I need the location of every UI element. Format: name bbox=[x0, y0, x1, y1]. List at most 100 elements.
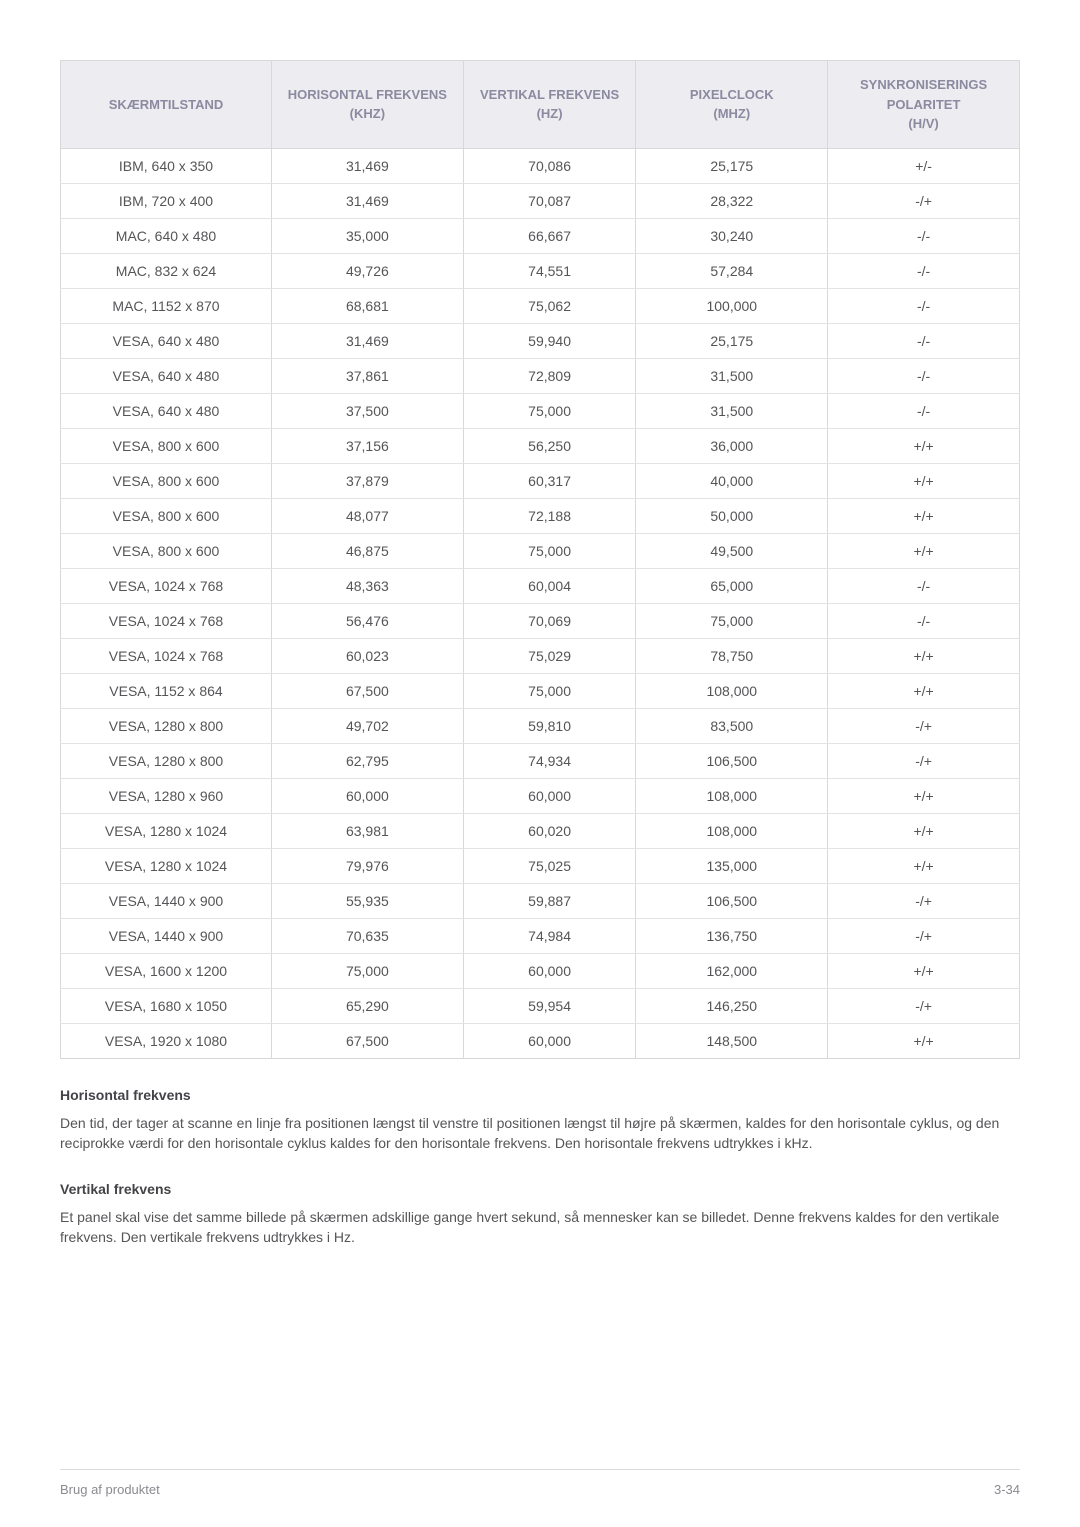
table-row: VESA, 1280 x 80049,70259,81083,500-/+ bbox=[61, 708, 1020, 743]
table-cell: +/+ bbox=[828, 498, 1020, 533]
table-cell: 31,469 bbox=[271, 183, 463, 218]
table-cell: -/+ bbox=[828, 708, 1020, 743]
col-header: PIXELCLOCK(MHZ) bbox=[636, 61, 828, 149]
table-row: VESA, 1280 x 96060,00060,000108,000+/+ bbox=[61, 778, 1020, 813]
table-cell: +/+ bbox=[828, 673, 1020, 708]
table-row: VESA, 1280 x 80062,79574,934106,500-/+ bbox=[61, 743, 1020, 778]
table-cell: -/- bbox=[828, 288, 1020, 323]
table-cell: 70,635 bbox=[271, 918, 463, 953]
table-cell: VESA, 1280 x 800 bbox=[61, 743, 272, 778]
table-cell: 56,250 bbox=[463, 428, 636, 463]
table-cell: 136,750 bbox=[636, 918, 828, 953]
table-cell: -/- bbox=[828, 253, 1020, 288]
table-row: VESA, 1680 x 105065,29059,954146,250-/+ bbox=[61, 988, 1020, 1023]
table-cell: VESA, 1152 x 864 bbox=[61, 673, 272, 708]
table-cell: 37,156 bbox=[271, 428, 463, 463]
table-cell: 79,976 bbox=[271, 848, 463, 883]
table-cell: 49,500 bbox=[636, 533, 828, 568]
table-cell: VESA, 1024 x 768 bbox=[61, 568, 272, 603]
table-row: VESA, 1024 x 76860,02375,02978,750+/+ bbox=[61, 638, 1020, 673]
table-cell: 31,500 bbox=[636, 358, 828, 393]
table-cell: 135,000 bbox=[636, 848, 828, 883]
table-cell: VESA, 1440 x 900 bbox=[61, 883, 272, 918]
table-cell: VESA, 640 x 480 bbox=[61, 358, 272, 393]
table-cell: -/- bbox=[828, 393, 1020, 428]
table-cell: -/+ bbox=[828, 183, 1020, 218]
table-row: VESA, 1600 x 120075,00060,000162,000+/+ bbox=[61, 953, 1020, 988]
table-cell: 75,000 bbox=[271, 953, 463, 988]
col-header: SYNKRONISERINGS POLARITET(H/V) bbox=[828, 61, 1020, 149]
table-cell: 74,984 bbox=[463, 918, 636, 953]
table-cell: 65,000 bbox=[636, 568, 828, 603]
page-footer: Brug af produktet 3-34 bbox=[60, 1469, 1020, 1497]
table-cell: 60,004 bbox=[463, 568, 636, 603]
table-header: SKÆRMTILSTANDHORISONTAL FREKVENS(KHZ)VER… bbox=[61, 61, 1020, 149]
table-cell: 66,667 bbox=[463, 218, 636, 253]
table-cell: 67,500 bbox=[271, 673, 463, 708]
table-cell: VESA, 640 x 480 bbox=[61, 393, 272, 428]
table-cell: -/- bbox=[828, 568, 1020, 603]
table-cell: VESA, 1280 x 1024 bbox=[61, 813, 272, 848]
footer-right: 3-34 bbox=[994, 1482, 1020, 1497]
table-cell: 106,500 bbox=[636, 743, 828, 778]
section-heading: Horisontal frekvens bbox=[60, 1087, 1020, 1103]
table-cell: 25,175 bbox=[636, 148, 828, 183]
table-row: VESA, 1152 x 86467,50075,000108,000+/+ bbox=[61, 673, 1020, 708]
table-cell: 37,500 bbox=[271, 393, 463, 428]
table-cell: VESA, 1280 x 1024 bbox=[61, 848, 272, 883]
table-cell: IBM, 640 x 350 bbox=[61, 148, 272, 183]
table-cell: 60,000 bbox=[271, 778, 463, 813]
table-cell: 74,934 bbox=[463, 743, 636, 778]
table-row: IBM, 640 x 35031,46970,08625,175+/- bbox=[61, 148, 1020, 183]
table-cell: VESA, 800 x 600 bbox=[61, 428, 272, 463]
table-row: MAC, 832 x 62449,72674,55157,284-/- bbox=[61, 253, 1020, 288]
table-cell: 108,000 bbox=[636, 778, 828, 813]
table-cell: -/- bbox=[828, 358, 1020, 393]
table-row: VESA, 1440 x 90055,93559,887106,500-/+ bbox=[61, 883, 1020, 918]
table-cell: 65,290 bbox=[271, 988, 463, 1023]
table-cell: 72,809 bbox=[463, 358, 636, 393]
table-cell: 37,861 bbox=[271, 358, 463, 393]
table-cell: 35,000 bbox=[271, 218, 463, 253]
table-cell: -/+ bbox=[828, 918, 1020, 953]
table-cell: 55,935 bbox=[271, 883, 463, 918]
table-row: VESA, 1920 x 108067,50060,000148,500+/+ bbox=[61, 1023, 1020, 1058]
table-body: IBM, 640 x 35031,46970,08625,175+/-IBM, … bbox=[61, 148, 1020, 1058]
table-cell: MAC, 832 x 624 bbox=[61, 253, 272, 288]
table-cell: 75,029 bbox=[463, 638, 636, 673]
table-cell: +/+ bbox=[828, 813, 1020, 848]
table-cell: 59,810 bbox=[463, 708, 636, 743]
table-cell: 36,000 bbox=[636, 428, 828, 463]
table-cell: 100,000 bbox=[636, 288, 828, 323]
table-cell: 60,020 bbox=[463, 813, 636, 848]
section-heading: Vertikal frekvens bbox=[60, 1181, 1020, 1197]
table-row: VESA, 640 x 48037,50075,00031,500-/- bbox=[61, 393, 1020, 428]
table-cell: 37,879 bbox=[271, 463, 463, 498]
timing-table: SKÆRMTILSTANDHORISONTAL FREKVENS(KHZ)VER… bbox=[60, 60, 1020, 1059]
table-cell: 48,363 bbox=[271, 568, 463, 603]
table-row: VESA, 800 x 60046,87575,00049,500+/+ bbox=[61, 533, 1020, 568]
table-cell: VESA, 1440 x 900 bbox=[61, 918, 272, 953]
table-cell: VESA, 1600 x 1200 bbox=[61, 953, 272, 988]
table-cell: 60,000 bbox=[463, 1023, 636, 1058]
table-row: VESA, 640 x 48031,46959,94025,175-/- bbox=[61, 323, 1020, 358]
table-row: VESA, 1024 x 76856,47670,06975,000-/- bbox=[61, 603, 1020, 638]
table-row: MAC, 640 x 48035,00066,66730,240-/- bbox=[61, 218, 1020, 253]
table-cell: 108,000 bbox=[636, 813, 828, 848]
table-cell: 48,077 bbox=[271, 498, 463, 533]
table-cell: +/- bbox=[828, 148, 1020, 183]
table-cell: VESA, 1024 x 768 bbox=[61, 638, 272, 673]
section-text: Et panel skal vise det samme billede på … bbox=[60, 1207, 1020, 1248]
col-header: HORISONTAL FREKVENS(KHZ) bbox=[271, 61, 463, 149]
table-cell: MAC, 1152 x 870 bbox=[61, 288, 272, 323]
table-cell: 60,000 bbox=[463, 953, 636, 988]
table-cell: 70,069 bbox=[463, 603, 636, 638]
table-cell: 148,500 bbox=[636, 1023, 828, 1058]
table-cell: 75,000 bbox=[463, 393, 636, 428]
table-row: VESA, 1280 x 102479,97675,025135,000+/+ bbox=[61, 848, 1020, 883]
table-cell: 75,025 bbox=[463, 848, 636, 883]
section-text: Den tid, der tager at scanne en linje fr… bbox=[60, 1113, 1020, 1154]
table-cell: +/+ bbox=[828, 848, 1020, 883]
table-cell: 74,551 bbox=[463, 253, 636, 288]
table-row: VESA, 1280 x 102463,98160,020108,000+/+ bbox=[61, 813, 1020, 848]
